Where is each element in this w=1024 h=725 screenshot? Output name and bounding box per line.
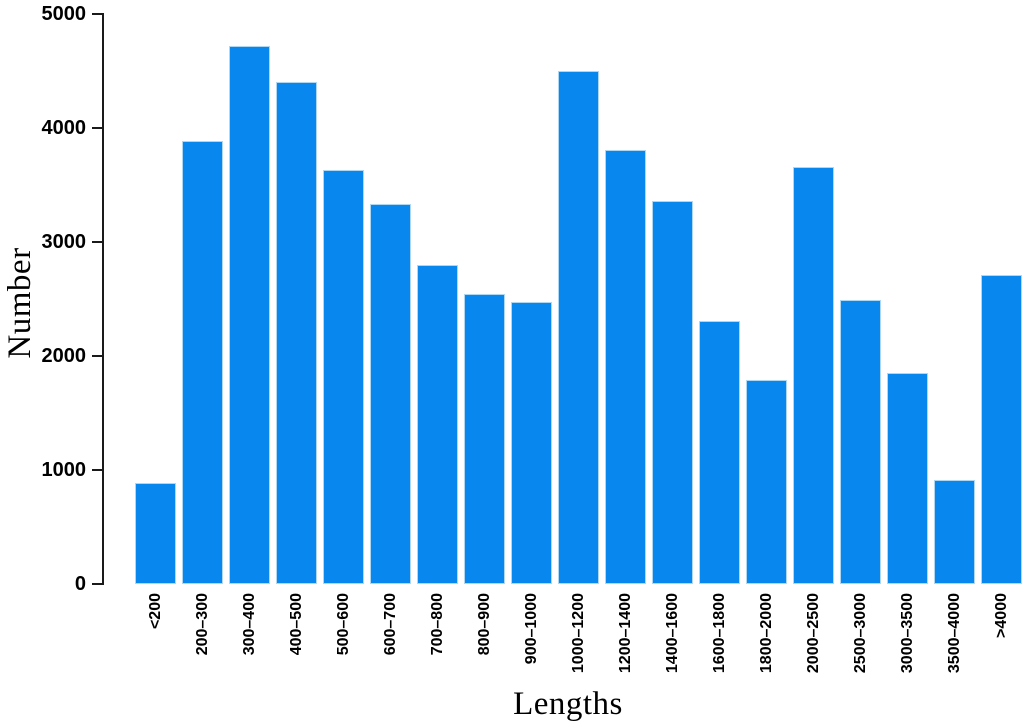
bar-1200–1400 bbox=[605, 150, 646, 584]
x-tick-label: 3000–3500 bbox=[898, 593, 916, 674]
bar-1600–1800 bbox=[699, 321, 740, 584]
x-tick-label: 700–800 bbox=[428, 593, 446, 656]
bar-800–900 bbox=[464, 294, 505, 584]
x-tick-label: 400–500 bbox=[287, 593, 305, 656]
bar-200–300 bbox=[182, 141, 223, 584]
bar-900–1000 bbox=[511, 302, 552, 584]
bar-1400–1600 bbox=[652, 201, 693, 584]
y-tick-label: 2000 bbox=[41, 345, 87, 367]
y-tick-mark bbox=[92, 241, 102, 243]
x-tick-label: 1400–1600 bbox=[663, 593, 681, 674]
bar->4000 bbox=[981, 275, 1022, 584]
bar-300–400 bbox=[229, 46, 270, 584]
y-tick-label: 3000 bbox=[41, 231, 87, 253]
x-tick-label: 900–1000 bbox=[522, 593, 540, 665]
y-tick-label: 1000 bbox=[41, 459, 87, 481]
x-tick-label: 1800–2000 bbox=[757, 593, 775, 674]
x-tick-label: 300–400 bbox=[240, 593, 258, 656]
x-tick-label: >4000 bbox=[992, 593, 1010, 638]
bar-3500–4000 bbox=[934, 480, 975, 584]
bar-1000–1200 bbox=[558, 71, 599, 584]
y-tick-mark bbox=[92, 583, 102, 585]
bar-600–700 bbox=[370, 204, 411, 584]
y-tick-label: 0 bbox=[74, 573, 86, 595]
x-tick-label: 1200–1400 bbox=[616, 593, 634, 674]
x-tick-label: 200–300 bbox=[193, 593, 211, 656]
y-tick-mark bbox=[92, 127, 102, 129]
x-tick-label: 800–900 bbox=[475, 593, 493, 656]
bar-<200 bbox=[135, 483, 176, 584]
bar-400–500 bbox=[276, 82, 317, 584]
x-tick-label: 600–700 bbox=[381, 593, 399, 656]
y-axis-line bbox=[102, 13, 104, 585]
bar-500–600 bbox=[323, 170, 364, 584]
bar-1800–2000 bbox=[746, 380, 787, 584]
y-axis-title: Number bbox=[2, 247, 38, 359]
bar-700–800 bbox=[417, 265, 458, 584]
y-tick-mark bbox=[92, 13, 102, 15]
y-tick-label: 5000 bbox=[41, 3, 87, 25]
x-axis-title: Lengths bbox=[513, 686, 623, 722]
bar-2000–2500 bbox=[793, 167, 834, 584]
x-tick-label: 2000–2500 bbox=[804, 593, 822, 674]
x-tick-label: <200 bbox=[146, 593, 164, 630]
x-tick-label: 500–600 bbox=[334, 593, 352, 656]
bar-3000–3500 bbox=[887, 373, 928, 584]
x-tick-label: 1600–1800 bbox=[710, 593, 728, 674]
x-tick-label: 1000–1200 bbox=[569, 593, 587, 674]
x-tick-label: 3500–4000 bbox=[945, 593, 963, 674]
y-tick-mark bbox=[92, 469, 102, 471]
y-tick-label: 4000 bbox=[41, 117, 87, 139]
bar-2500–3000 bbox=[840, 300, 881, 584]
x-tick-label: 2500–3000 bbox=[851, 593, 869, 674]
y-tick-mark bbox=[92, 355, 102, 357]
